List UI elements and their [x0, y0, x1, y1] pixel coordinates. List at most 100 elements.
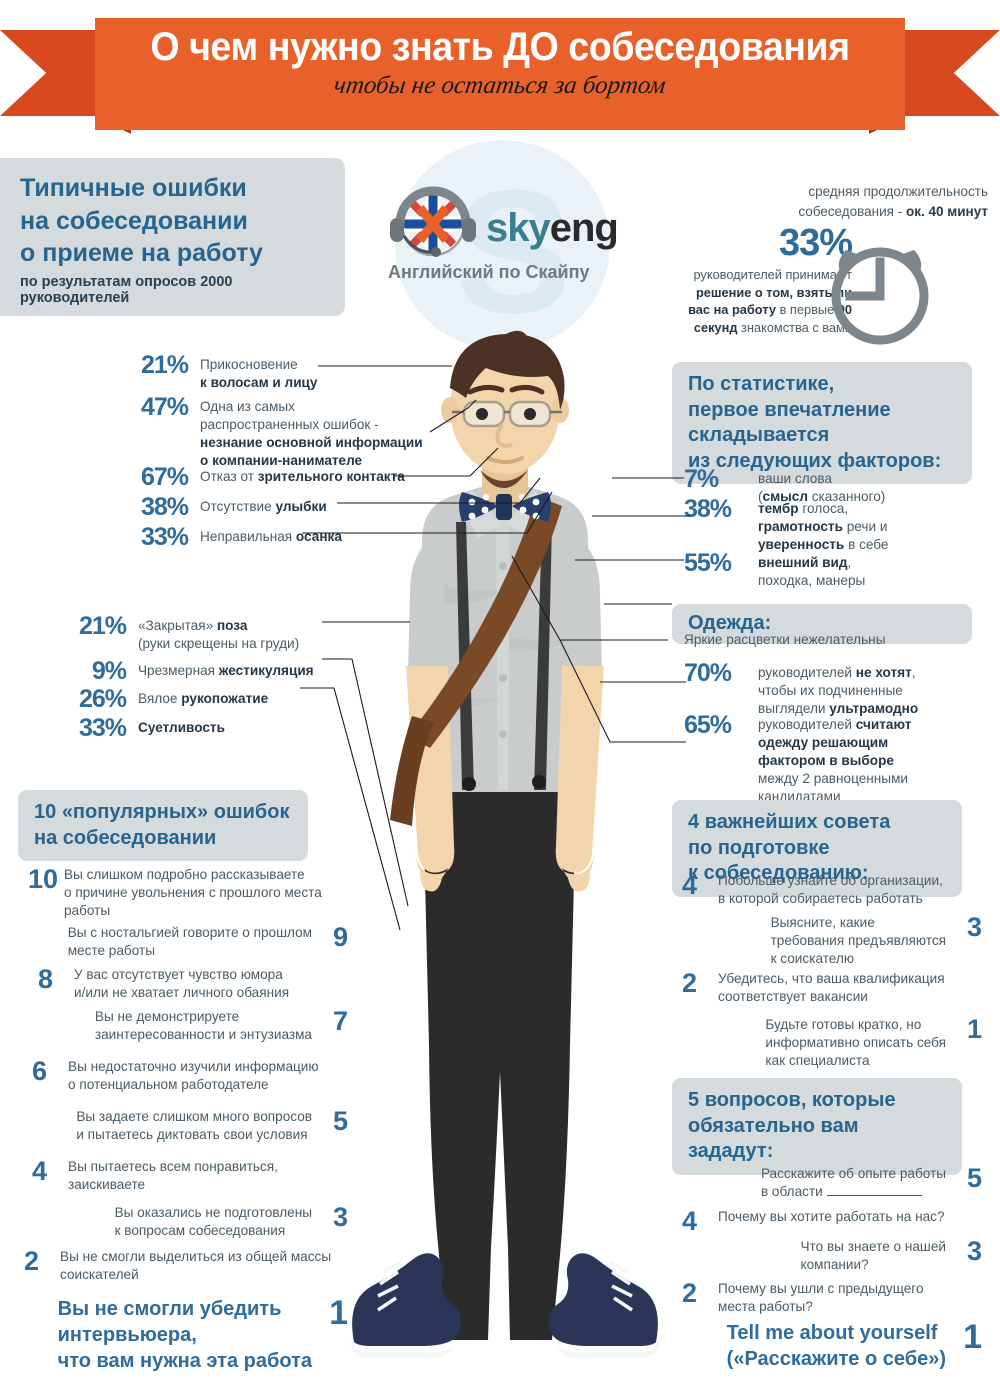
- advice-number: 2: [682, 968, 698, 998]
- stats-heading-1: По статистике,: [688, 373, 835, 395]
- clothes-text: руководителей считают одежду решающим факт…: [758, 717, 912, 804]
- alarm-clock-icon: [831, 247, 929, 345]
- mistake-number: 9: [332, 922, 348, 952]
- stat-row-33-fussiness: 33% Суетливость: [58, 715, 225, 742]
- popular-heading-rest: «популярных» ошибок: [61, 801, 290, 823]
- factor-row-38-voice: 38% тембр голоса, грамотность речи и увере…: [684, 496, 888, 554]
- mistake-item-1: 1 Вы не смогли убедить интервьюера, что ва…: [38, 1296, 348, 1374]
- mistake-number: 7: [332, 1006, 348, 1036]
- stat-text: Неправильная осанка: [200, 529, 342, 544]
- clothes-row-65: 65% руководителей считают одежду решающим…: [684, 712, 911, 806]
- stat-percent: 47%: [140, 393, 189, 421]
- stat-row-47-company-info: 47% Одна из самых распространенных ошибок…: [120, 394, 423, 470]
- popular-heading-num: 10: [34, 801, 57, 823]
- title-line-1: Типичные ошибки: [20, 174, 247, 202]
- question-text: Расскажите об опыте работы в области: [760, 1166, 946, 1200]
- question-text: Почему вы ушли с предыдущего места работы…: [718, 1281, 924, 1315]
- mistake-item-9: 9 Вы с ностальгией говорите о прошлом мес…: [38, 924, 348, 960]
- question-item-2: 2 Почему вы ушли с предыдущего места рабо…: [682, 1280, 982, 1316]
- header-banner: О чем нужно знать ДО собеседования чтобы…: [0, 18, 1000, 134]
- logo-sky: sky: [486, 206, 551, 250]
- advice-text: Будьте готовы кратко, но информативно опи…: [765, 1017, 946, 1069]
- factor-text: тембр голоса, грамотность речи и увереннос…: [758, 501, 889, 552]
- ribbon-tail-right: [890, 30, 1000, 116]
- questions-heading-line3: зададут:: [688, 1140, 774, 1163]
- question-item-1: 1 Tell me about yourself («Расскажите о с…: [682, 1320, 982, 1372]
- mistake-text: Вы пытаетесь всем понравиться, заискивает…: [68, 1159, 278, 1193]
- stat-row-9-gestures: 9% Чрезмерная жестикуляция: [58, 657, 314, 685]
- hair: [450, 333, 565, 410]
- left-ear: [441, 397, 459, 423]
- banner-subtitle: чтобы не остаться за бортом: [332, 72, 668, 99]
- advice-text: Выясните, какие требования предъявляются к…: [770, 915, 946, 967]
- mistake-item-10: 10 Вы слишком подробно рассказываете о пр…: [28, 866, 338, 920]
- stats-heading-2: первое впечатление: [688, 398, 891, 421]
- clothes-box: Одежда:: [672, 604, 972, 644]
- mistake-item-8: 8 У вас отсутствует чувство юмора и/или н…: [38, 966, 338, 1002]
- question-text: Что вы знаете о нашей компании?: [800, 1239, 946, 1273]
- mistake-text: Вы не демонстрируете заинтересованности и…: [94, 1009, 312, 1043]
- clock-caption-line2: собеседования -: [798, 203, 906, 219]
- mistake-number: 6: [32, 1056, 48, 1086]
- logo-wordmark: skyeng: [486, 206, 619, 251]
- title-subtitle: по результатам опросов 2000 руководителе…: [20, 273, 233, 306]
- question-text: Tell me about yourself («Расскажите о себ…: [726, 1322, 946, 1370]
- stat-row-21-touch: 21% Прикосновение к волосам и лицу: [120, 352, 318, 392]
- factor-text: ваши слова (смысл сказанного): [758, 471, 886, 504]
- banner-body: О чем нужно знать ДО собеседования чтобы…: [95, 18, 905, 130]
- question-number: 2: [682, 1278, 698, 1308]
- stat-row-67-eye-contact: 67% Отказ от зрительного контакта: [120, 463, 405, 491]
- right-sleeve: [564, 544, 602, 672]
- stat-percent: 67%: [140, 463, 189, 491]
- question-number: 1: [963, 1318, 982, 1356]
- question-item-4: 4 Почему вы хотите работать на нас?: [682, 1208, 982, 1235]
- mistake-number: 4: [32, 1156, 48, 1186]
- right-hand: [555, 848, 596, 892]
- mistake-text: Вы с ностальгией говорите о прошлом месте…: [67, 925, 312, 959]
- mistake-item-7: 7 Вы не демонстрируете заинтересованности…: [38, 1008, 348, 1044]
- questions-heading-num: 5: [688, 1089, 700, 1111]
- stat-percent: 26%: [78, 685, 127, 713]
- advice-heading-num: 4: [688, 811, 700, 833]
- question-item-3: 3 Что вы знаете о нашей компании?: [682, 1238, 982, 1274]
- statistics-box: По статистике, первое впечатление склады…: [672, 362, 972, 485]
- stat-percent: 38%: [140, 493, 189, 521]
- stat-row-26-handshake: 26% Вялое рукопожатие: [58, 685, 269, 713]
- questions-heading-line2: обязательно вам: [688, 1114, 859, 1137]
- mistake-number: 3: [332, 1202, 348, 1232]
- clock-caption-line1: средняя продолжительность: [808, 184, 988, 199]
- stat-text: Одна из самых распространенных ошибок - не…: [200, 399, 423, 468]
- advice-number: 1: [966, 1014, 982, 1044]
- factor-percent: 7%: [684, 465, 719, 493]
- mistake-text: Вы оказались не подготовлены к вопросам с…: [114, 1205, 312, 1239]
- factor-text: внешний вид, походка, манеры: [758, 555, 866, 588]
- mistake-item-2: 2 Вы не смогли выделиться из общей массы…: [24, 1248, 344, 1284]
- stat-percent: 21%: [78, 612, 127, 640]
- right-shoe: [549, 1253, 659, 1358]
- stat-text: Вялое рукопожатие: [138, 691, 269, 706]
- young-man-illustration: [351, 330, 659, 1358]
- left-eye: [476, 408, 488, 420]
- left-shoe: [351, 1253, 461, 1358]
- advice-heading-rest: важнейших совета: [704, 811, 891, 833]
- logo-eng: eng: [549, 206, 619, 250]
- pants: [423, 785, 576, 1340]
- skyeng-logo[interactable]: skyeng Английский по Скайпу: [378, 186, 648, 296]
- factor-row-55-appearance: 55% внешний вид, походка, манеры: [684, 550, 865, 590]
- questions-box: 5 вопросов, которые обязательно вам зада…: [672, 1078, 962, 1175]
- mistake-number: 1: [329, 1294, 348, 1332]
- mistake-number: 10: [28, 864, 59, 894]
- main-title-box: Типичные ошибки на собеседовании о прием…: [0, 158, 345, 316]
- stat-percent: 9%: [91, 657, 127, 685]
- right-brow: [509, 384, 545, 395]
- mistake-number: 5: [332, 1106, 348, 1136]
- mistake-number: 8: [38, 964, 54, 994]
- banner-title: О чем нужно знать ДО собеседования: [150, 25, 850, 69]
- advice-number: 4: [682, 870, 698, 900]
- title-line-3: о приеме на работу: [20, 239, 263, 267]
- advice-heading-line3: к собеседованию:: [688, 862, 869, 885]
- stat-text: Прикосновение к волосам и лицу: [200, 357, 318, 390]
- advice-item-3: 3 Выясните, какие требования предъявляютс…: [682, 914, 982, 968]
- questions-heading-rest: вопросов, которые: [704, 1089, 896, 1111]
- stat-text: Суетливость: [138, 720, 225, 735]
